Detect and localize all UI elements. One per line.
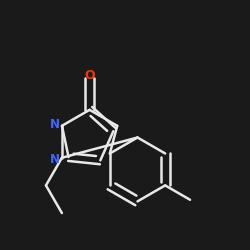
Text: O: O: [84, 68, 95, 82]
Text: N: N: [50, 153, 60, 166]
Text: N: N: [50, 118, 60, 131]
